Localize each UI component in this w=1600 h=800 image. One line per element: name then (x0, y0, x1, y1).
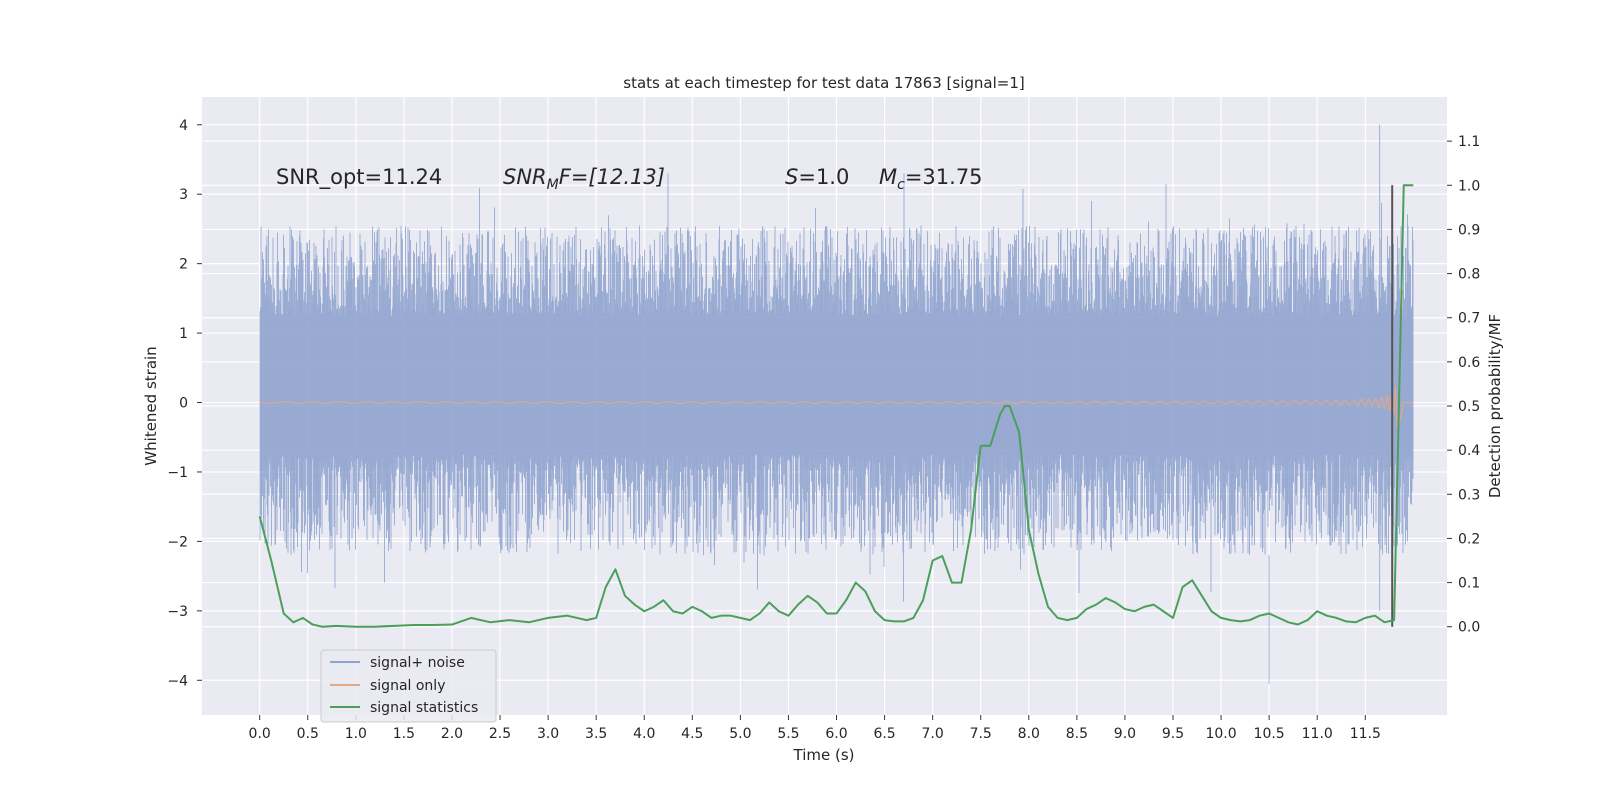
y-axis-label-right: Detection probability/MF (1486, 314, 1504, 498)
annotation-snr-opt: SNR_opt=11.24 (276, 165, 442, 190)
y-right-tick-label: 0.2 (1458, 531, 1480, 547)
y-tick-label: −2 (167, 534, 188, 550)
x-tick-label: 1.5 (393, 726, 415, 742)
signal-noise-trace (259, 124, 1414, 684)
y-tick-label: 3 (179, 187, 188, 203)
annotation-snr-mf-value: F=[12.13] (559, 165, 665, 189)
x-tick-label: 4.5 (681, 726, 703, 742)
y-right-tick-label: 0.3 (1458, 487, 1480, 503)
x-axis-label: Time (s) (793, 746, 855, 764)
x-tick-label: 9.0 (1114, 726, 1136, 742)
annotation-s: S=1.0 (785, 165, 849, 189)
x-tick-label: 10.5 (1254, 726, 1285, 742)
x-tick-label: 5.5 (777, 726, 799, 742)
x-tick-label: 11.0 (1302, 726, 1333, 742)
signal-noise-series (259, 124, 1414, 684)
axes: 0.0 0.5 1.0 1.5 2.0 2.5 3.0 3.5 4.0 4.5 5.0 5.5 6.0 6… (167, 118, 1480, 742)
annotation-snr-mf: SNRMF=[12.13] (503, 165, 665, 193)
y-tick-label: 1 (179, 326, 188, 342)
x-tick-label: 8.0 (1018, 726, 1040, 742)
y-tick-label: −4 (167, 673, 188, 689)
x-tick-label: 1.0 (345, 726, 367, 742)
y-right-tick-label: 0.6 (1458, 355, 1480, 371)
x-tick-label: 0.0 (249, 726, 271, 742)
annotation-mc-sub: c (897, 177, 905, 193)
x-tick-label: 4.0 (633, 726, 655, 742)
annotation-mc: Mc=31.75 (879, 165, 983, 193)
x-tick-label: 2.0 (441, 726, 463, 742)
y-right-tick-label: 1.1 (1458, 134, 1480, 150)
annotation-mc-symbol: M (879, 165, 897, 189)
y-right-tick-label: 0.7 (1458, 311, 1480, 327)
x-tick-label: 10.0 (1205, 726, 1236, 742)
x-tick-label: 2.5 (489, 726, 511, 742)
legend-box (320, 649, 497, 723)
y-axis-label: Whitened strain (142, 346, 160, 465)
y-right-tick-label: 0.1 (1458, 576, 1480, 592)
x-tick-label: 0.5 (297, 726, 319, 742)
annotation-snr-mf-base: SNR (503, 165, 547, 189)
y-right-tick-label: 0.4 (1458, 443, 1480, 459)
annotation-mc-value: =31.75 (905, 165, 983, 189)
annotation-s-symbol: S (785, 165, 798, 189)
y-right-tick-label: 0.5 (1458, 399, 1480, 415)
x-tick-label: 9.5 (1162, 726, 1184, 742)
annotation-s-value: =1.0 (798, 165, 849, 189)
y-tick-label: 0 (179, 396, 188, 412)
legend-label-signal-statistics: signal statistics (370, 700, 478, 716)
signal-statistics-series (258, 184, 1414, 628)
y-tick-label: −1 (167, 465, 188, 481)
y-right-tick-label: 0.9 (1458, 222, 1480, 238)
x-tick-label: 6.5 (873, 726, 895, 742)
y-right-tick-label: 1.0 (1458, 178, 1480, 194)
signal-statistics-trace (258, 184, 1414, 628)
x-tick-label: 8.5 (1066, 726, 1088, 742)
y-right-tick-label: 0.8 (1458, 267, 1480, 283)
x-tick-label: 6.0 (825, 726, 847, 742)
legend-label-signal-only: signal only (370, 678, 445, 694)
signal-only-trace (259, 386, 1414, 427)
y-tick-label: −3 (167, 604, 188, 620)
signal-only-series (259, 185, 1414, 627)
y-tick-label: 4 (179, 118, 188, 134)
y-right-tick-label: 0.0 (1458, 620, 1480, 636)
annotation-snr-mf-sub: M (547, 177, 559, 193)
legend-label-signal-noise: signal+ noise (370, 655, 465, 671)
x-tick-label: 7.5 (970, 726, 992, 742)
legend: signal+ noise signal only signal statist… (320, 649, 497, 723)
x-tick-label: 3.5 (585, 726, 607, 742)
y-tick-label: 2 (179, 257, 188, 273)
x-tick-label: 5.0 (729, 726, 751, 742)
x-tick-label: 3.0 (537, 726, 559, 742)
x-tick-label: 7.0 (922, 726, 944, 742)
x-tick-label: 11.5 (1350, 726, 1381, 742)
chart-title: stats at each timestep for test data 178… (623, 74, 1024, 92)
